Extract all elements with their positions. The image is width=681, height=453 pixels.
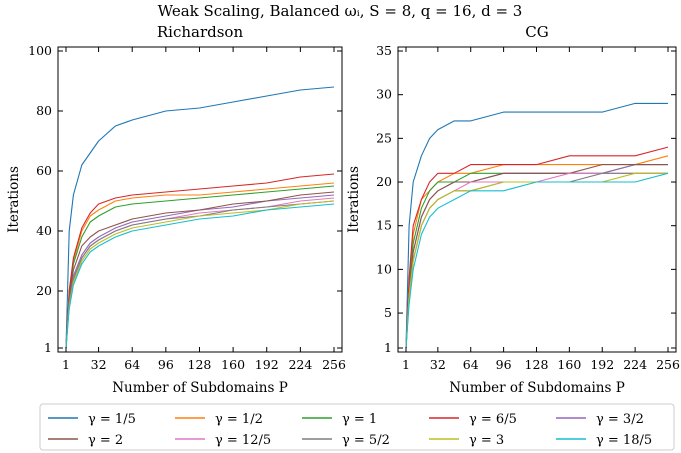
richardson-series-line-2 xyxy=(65,185,335,349)
richardson-x-tick-label-8: 256 xyxy=(322,357,346,372)
cg-x-tick-label-4: 128 xyxy=(525,357,549,372)
richardson-y-tick-label-0: 1 xyxy=(44,340,52,355)
cg-x-tick-label-7: 224 xyxy=(623,357,647,372)
legend-label-4: γ = 3/2 xyxy=(596,412,644,427)
richardson-x-tick-label-5: 160 xyxy=(221,357,245,372)
cg-series-line-8 xyxy=(405,172,668,349)
richardson-x-tick-label-1: 32 xyxy=(91,357,107,372)
cg-series-line-1 xyxy=(405,155,669,349)
cg-series-line-9 xyxy=(405,172,669,349)
cg-x-axis-label: Number of Subdomains P xyxy=(449,380,625,396)
cg-axes-frame xyxy=(397,46,677,353)
cg-y-tick-label-1: 5 xyxy=(384,305,392,320)
cg-y-axis-label: Iterations xyxy=(346,166,362,233)
cg-x-tick-label-3: 96 xyxy=(496,357,512,372)
figure-suptitle: Weak Scaling, Balanced ωᵢ, S = 8, q = 16… xyxy=(158,2,523,20)
cg-series-line-7 xyxy=(405,172,668,349)
legend-label-0: γ = 1/5 xyxy=(88,412,136,427)
cg-x-tick-label-5: 160 xyxy=(557,357,581,372)
cg-series-line-5 xyxy=(405,164,668,349)
cg-x-tick-label-1: 32 xyxy=(430,357,446,372)
richardson-y-tick-label-2: 40 xyxy=(36,223,52,238)
richardson-axes-frame xyxy=(57,46,343,353)
richardson-series-line-4 xyxy=(65,194,335,349)
richardson-x-tick-label-3: 96 xyxy=(158,357,174,372)
richardson-x-tick-label-6: 192 xyxy=(255,357,279,372)
richardson-x-axis-label: Number of Subdomains P xyxy=(112,380,288,396)
richardson-y-tick-label-3: 60 xyxy=(36,163,52,178)
cg-x-tick-label-8: 256 xyxy=(656,357,680,372)
cg-y-tick-label-7: 35 xyxy=(376,43,392,58)
cg-x-tick-label-6: 192 xyxy=(590,357,614,372)
richardson-y-tick-label-5: 100 xyxy=(28,43,52,58)
legend-label-5: γ = 2 xyxy=(88,433,123,448)
richardson-series-line-9 xyxy=(65,203,335,349)
legend-label-3: γ = 6/5 xyxy=(469,412,517,427)
richardson-y-axis-label: Iterations xyxy=(6,166,22,233)
richardson-y-tick-label-4: 80 xyxy=(36,103,52,118)
richardson-series-line-7 xyxy=(65,200,335,349)
richardson-x-tick-label-4: 128 xyxy=(188,357,212,372)
richardson-y-tick-label-1: 20 xyxy=(36,283,52,298)
cg-x-tick-label-2: 64 xyxy=(463,357,479,372)
richardson-panel: Richardson 1 32 64 96 128 160 192 224 256 1 20 40 60 8… xyxy=(6,23,346,396)
cg-series-line-6 xyxy=(405,172,668,349)
cg-y-tick-label-5: 25 xyxy=(376,130,392,145)
richardson-series-line-8 xyxy=(65,200,335,349)
richardson-series-line-1 xyxy=(65,182,335,349)
cg-y-tick-label-0: 1 xyxy=(384,340,392,355)
cg-y-tick-label-6: 30 xyxy=(376,87,392,102)
richardson-series-line-5 xyxy=(65,191,335,349)
legend-label-6: γ = 12/5 xyxy=(215,433,271,448)
richardson-title: Richardson xyxy=(157,23,244,41)
richardson-series-line-3 xyxy=(65,173,335,349)
cg-y-tick-label-3: 15 xyxy=(376,218,392,233)
richardson-x-tick-label-2: 64 xyxy=(124,357,140,372)
legend: γ = 1/5 γ = 1/2 γ = 1 γ = 6/5 γ = 3/2 γ = 2 γ … xyxy=(39,403,675,451)
cg-y-tick-label-2: 10 xyxy=(376,261,392,276)
cg-x-tick-label-0: 1 xyxy=(402,357,410,372)
cg-series-line-0 xyxy=(405,102,668,349)
cg-panel: CG1 32 64 96 128 160 192 224 25615101520253035Nu… xyxy=(346,23,680,396)
richardson-series-line-0 xyxy=(65,86,335,349)
richardson-series-line-6 xyxy=(65,197,335,349)
cg-series-line-4 xyxy=(405,164,668,349)
cg-title: CG xyxy=(525,23,548,41)
richardson-x-tick-label-7: 224 xyxy=(288,357,312,372)
legend-label-9: γ = 18/5 xyxy=(596,433,652,448)
legend-label-2: γ = 1 xyxy=(342,412,377,427)
cg-series-line-2 xyxy=(405,164,668,349)
legend-label-8: γ = 3 xyxy=(469,433,504,448)
cg-y-tick-label-4: 20 xyxy=(376,174,392,189)
legend-label-1: γ = 1/2 xyxy=(215,412,263,427)
legend-label-7: γ = 5/2 xyxy=(342,433,390,448)
cg-series-line-3 xyxy=(405,146,669,349)
richardson-x-tick-label-0: 1 xyxy=(62,357,70,372)
